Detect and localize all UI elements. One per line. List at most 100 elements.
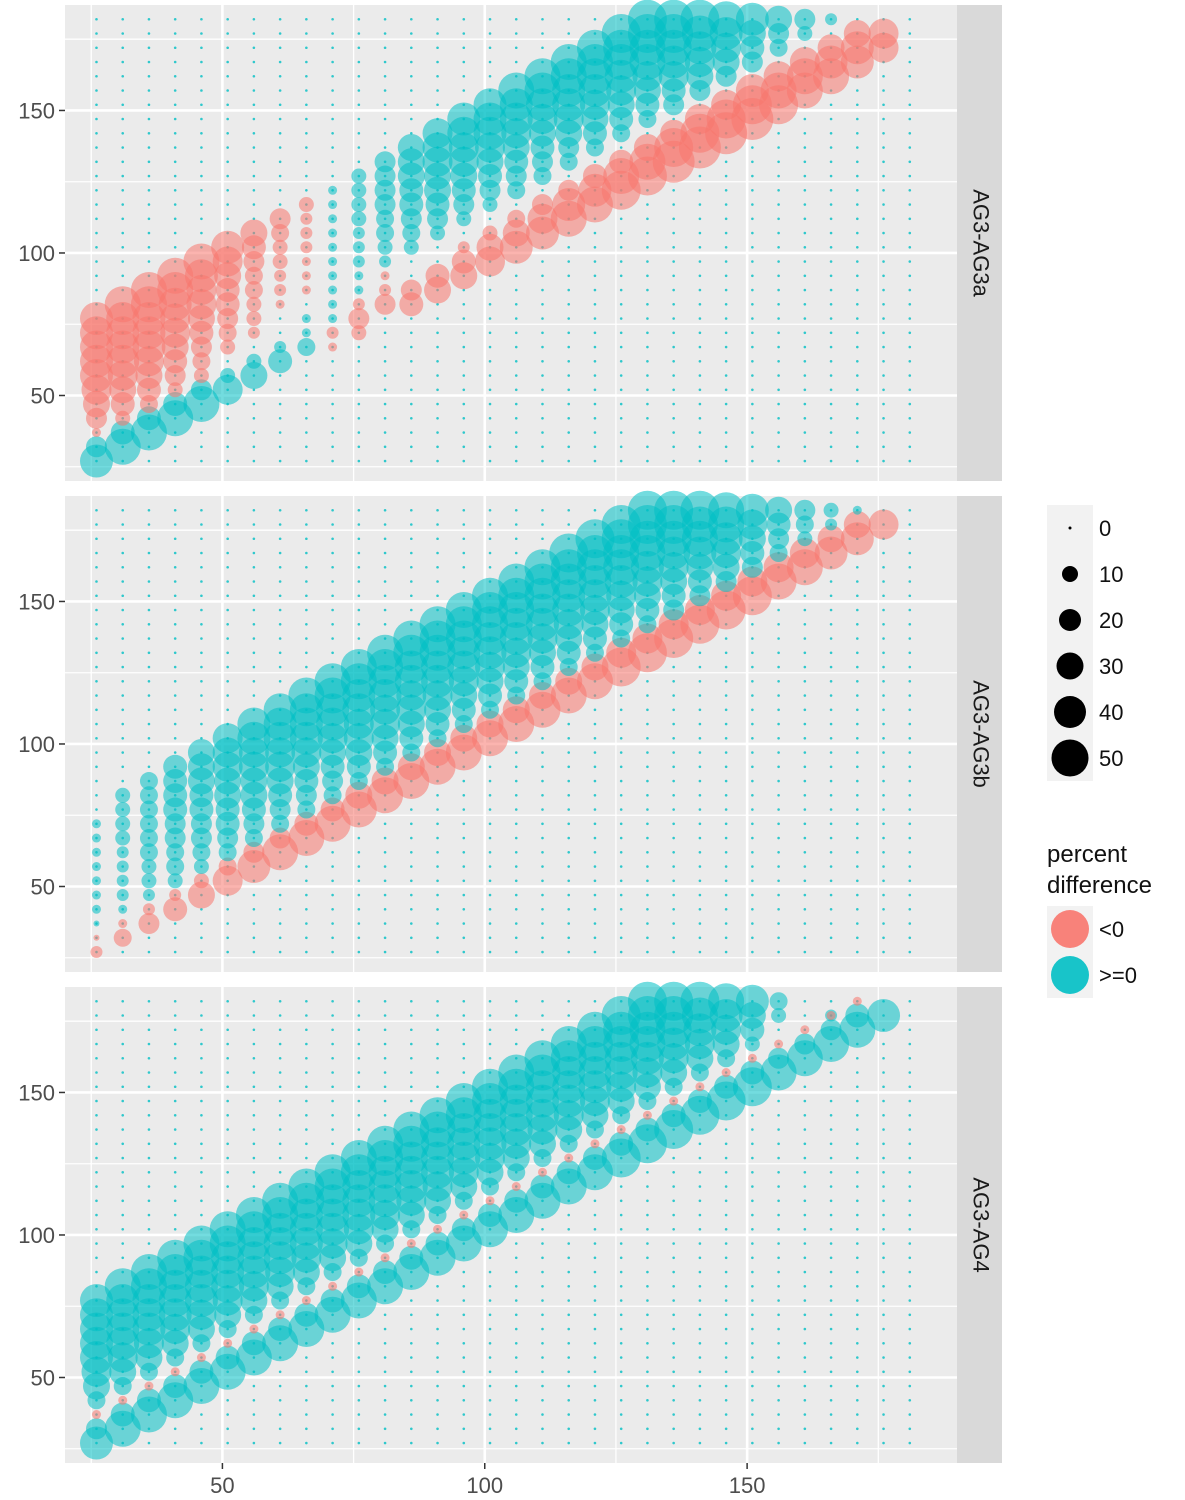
zero-dot (357, 950, 361, 954)
zero-dot (462, 551, 466, 555)
zero-dot (462, 907, 466, 911)
zero-dot (541, 374, 544, 377)
zero-dot (882, 288, 885, 292)
zero-dot (908, 808, 912, 811)
zero-dot (619, 359, 623, 363)
zero-dot (698, 359, 702, 363)
zero-dot (777, 445, 780, 449)
zero-dot (908, 893, 912, 897)
bubble (524, 1040, 561, 1077)
zero-dot (121, 1028, 125, 1032)
zero-dot (724, 1313, 728, 1317)
zero-dot (278, 879, 282, 883)
zero-dot (567, 1227, 571, 1231)
zero-dot (908, 345, 912, 349)
zero-dot (95, 146, 98, 149)
zero-dot (724, 1128, 728, 1131)
zero-dot (751, 850, 754, 854)
zero-dot (619, 722, 623, 726)
bubble (214, 767, 242, 795)
zero-dot (357, 622, 361, 626)
zero-dot (173, 508, 177, 512)
zero-dot (488, 1256, 492, 1260)
zero-dot (173, 160, 177, 164)
bubble (845, 1003, 870, 1028)
zero-dot (724, 808, 728, 811)
facet-strip (957, 987, 1002, 1463)
zero-dot (751, 779, 754, 783)
zero-dot (672, 402, 675, 406)
zero-dot (619, 1185, 623, 1188)
zero-dot (751, 679, 754, 683)
zero-dot (514, 402, 518, 406)
zero-dot (514, 907, 518, 911)
bubble (629, 520, 666, 557)
zero-dot (226, 1014, 229, 1017)
bubble (424, 1187, 452, 1215)
zero-dot (200, 537, 203, 541)
zero-dot (488, 936, 492, 940)
zero-dot (147, 537, 151, 541)
zero-dot (226, 46, 229, 50)
zero-dot (462, 1299, 466, 1302)
zero-dot (462, 345, 466, 349)
zero-dot (95, 245, 98, 249)
zero-dot (436, 74, 439, 78)
zero-dot (331, 637, 334, 640)
x-axis: 50 100 150 (210, 1463, 765, 1498)
zero-dot (383, 594, 387, 598)
zero-dot (95, 779, 98, 783)
zero-dot (908, 622, 912, 626)
zero-dot (278, 117, 282, 121)
zero-dot (436, 416, 439, 420)
zero-dot (856, 1270, 859, 1274)
zero-dot (147, 203, 151, 206)
zero-dot (200, 188, 203, 192)
zero-dot (305, 1113, 308, 1117)
zero-dot (724, 922, 728, 925)
zero-dot (593, 245, 597, 249)
zero-dot (646, 1356, 649, 1359)
zero-dot (777, 1299, 780, 1302)
zero-dot (751, 1227, 754, 1231)
bubble (530, 655, 555, 680)
zero-dot (436, 865, 439, 868)
zero-dot (462, 1327, 466, 1331)
zero-dot (121, 637, 125, 640)
zero-dot (357, 1341, 361, 1345)
zero-dot (856, 89, 859, 92)
zero-dot (357, 836, 361, 840)
zero-dot (908, 1085, 912, 1089)
zero-dot (95, 217, 98, 221)
bubble (118, 904, 128, 914)
bubble (115, 802, 131, 818)
bubble (482, 197, 498, 213)
y-tick-label: 150 (18, 1080, 55, 1105)
zero-dot (357, 907, 361, 911)
zero-dot (882, 431, 885, 434)
zero-dot (751, 836, 754, 840)
zero-dot (410, 131, 413, 135)
zero-dot (357, 865, 361, 868)
zero-dot (462, 46, 466, 50)
bubble (91, 1410, 101, 1420)
bubble (246, 311, 262, 327)
bubble (217, 827, 239, 849)
zero-dot (462, 1071, 466, 1074)
zero-dot (803, 260, 807, 263)
bubble (454, 715, 473, 734)
bubble (193, 859, 209, 875)
zero-dot (462, 331, 466, 335)
zero-dot (698, 893, 702, 897)
zero-dot (462, 1427, 466, 1431)
zero-dot (646, 1170, 649, 1174)
zero-dot (856, 865, 859, 868)
zero-dot (777, 131, 780, 135)
zero-dot (305, 1014, 308, 1017)
zero-dot (147, 1056, 151, 1060)
zero-dot (541, 288, 544, 292)
bubble (91, 890, 101, 900)
zero-dot (305, 651, 308, 655)
zero-dot (173, 1085, 177, 1089)
zero-dot (147, 146, 151, 149)
